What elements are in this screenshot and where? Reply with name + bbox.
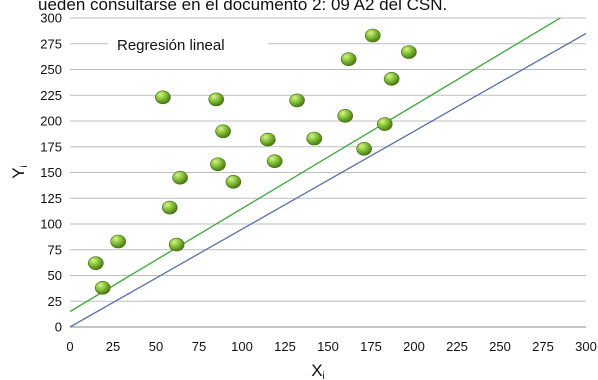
x-tick-label: 100 [231,339,253,354]
x-tick-label: 300 [575,339,597,354]
x-tick-label: 0 [66,339,73,354]
y-tick-label: 125 [40,191,62,206]
regression-lines [70,18,586,328]
data-point [364,28,381,43]
y-tick-label: 75 [48,242,62,257]
x-tick-label: 150 [317,339,339,354]
data-point [161,200,178,215]
annotation-background [108,32,268,56]
data-point [88,256,104,270]
x-tick-label: 50 [149,339,163,354]
data-point [155,90,171,105]
x-axis-title-subscript: i [323,371,325,380]
x-tick-label: 75 [192,339,206,354]
y-tick-label: 175 [40,139,62,154]
regression-line [70,18,562,313]
data-point [208,92,224,107]
x-tick-label: 250 [489,339,511,354]
data-point [289,93,305,108]
data-point [259,132,276,147]
regression-annotation: Regresión lineal [117,37,225,54]
y-axis-title-subscript: i [19,165,30,167]
y-tick-label: 25 [48,294,62,309]
data-point [376,117,393,131]
y-tick-label: 200 [40,114,62,129]
data-point [168,237,185,252]
x-tick-label: 175 [360,339,382,354]
y-tick-label: 250 [40,62,62,77]
data-point [210,157,226,172]
data-point [401,45,417,59]
y-tick-label: 100 [40,217,62,232]
y-tick-label: 0 [55,320,62,335]
x-axis-title-main: X [311,361,322,380]
y-tick-label: 50 [48,268,62,283]
data-point [356,142,372,156]
x-axis-title: Xi [311,361,325,380]
y-axis-title: Yi [9,165,30,179]
data-point [337,109,354,123]
y-tick-label: 275 [40,36,62,51]
x-tick-label: 225 [446,339,468,354]
data-point [110,234,126,249]
data-point [94,281,111,295]
identity-line [70,32,586,328]
data-point [225,174,242,189]
data-point [306,131,323,146]
cropped-header-text: ueden consultarse en el documento 2: 09 … [38,0,447,14]
data-point [383,71,400,86]
data-points [88,28,417,295]
y-axis-title-main: Y [9,167,28,178]
y-tick-label: 225 [40,88,62,103]
data-point [172,170,188,185]
y-tick-label: 300 [40,11,62,26]
data-point [215,124,231,139]
y-tick-label: 150 [40,165,62,180]
x-tick-label: 125 [274,339,296,354]
x-tick-label: 275 [532,339,554,354]
data-point [340,52,357,67]
x-tick-label: 25 [106,339,120,354]
data-point [266,154,283,168]
grid-lines [70,17,586,302]
x-tick-labels: 0 25 50 75 100 125 150 175 200 225 250 275 300 [66,339,596,354]
x-tick-label: 200 [403,339,425,354]
y-tick-labels: 0 25 50 75 100 125 150 175 200 225 250 275 300 [40,11,62,335]
